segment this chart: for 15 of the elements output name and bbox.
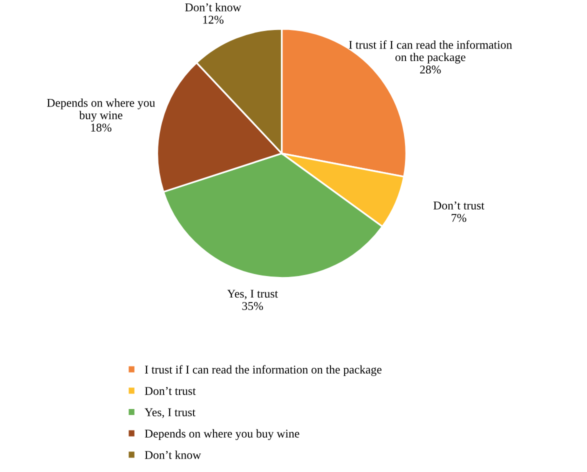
legend-label: Depends on where you buy wine xyxy=(144,429,300,440)
data-label: 7% xyxy=(452,214,466,222)
slice-label: Yes, I trust xyxy=(227,290,278,300)
data-label: 12% xyxy=(203,16,224,24)
legend-label: Don’t trust xyxy=(144,386,196,395)
slice-label: Don’t know xyxy=(185,3,242,12)
data-label: 35% xyxy=(242,302,263,310)
legend-label: Yes, I trust xyxy=(144,408,196,418)
slice-label: I trust if I can read the information on the package xyxy=(349,40,512,64)
slice-label: Depends on where you buy wine xyxy=(47,98,156,122)
data-label: 18% xyxy=(91,124,112,132)
legend-label: Don’t know xyxy=(144,450,202,459)
slice-label: Don’t trust xyxy=(433,202,484,210)
legend-label: I trust if I can read the information on the package xyxy=(144,365,382,376)
data-label: 28% xyxy=(420,66,441,74)
